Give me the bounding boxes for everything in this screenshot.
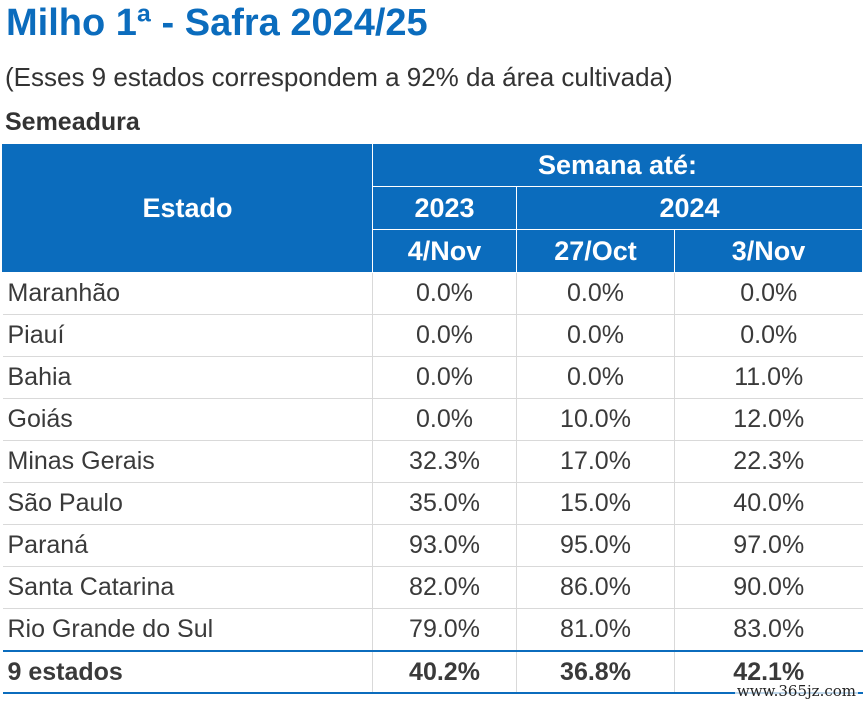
value-cell: 0.0% <box>516 272 675 315</box>
total-value: 40.2% <box>372 650 517 694</box>
table-row: Maranhão 0.0% 0.0% 0.0% <box>2 272 863 315</box>
table-row: São Paulo 35.0% 15.0% 40.0% <box>2 482 863 525</box>
value-cell: 0.0% <box>674 272 863 315</box>
page-title: Milho 1ª - Safra 2024/25 <box>6 2 428 44</box>
table-row: Minas Gerais 32.3% 17.0% 22.3% <box>2 440 863 483</box>
total-value: 36.8% <box>516 650 675 694</box>
estado-cell: São Paulo <box>2 482 373 525</box>
value-cell: 93.0% <box>372 524 517 567</box>
table-row: Goiás 0.0% 10.0% 12.0% <box>2 398 863 441</box>
estado-cell: Santa Catarina <box>2 566 373 609</box>
header-year-2023: 2023 <box>372 186 517 230</box>
value-cell: 0.0% <box>674 314 863 357</box>
table-row: Santa Catarina 82.0% 86.0% 90.0% <box>2 566 863 609</box>
value-cell: 82.0% <box>372 566 517 609</box>
estado-cell: Paraná <box>2 524 373 567</box>
header-week: 3/Nov <box>674 229 863 273</box>
value-cell: 32.3% <box>372 440 517 483</box>
value-cell: 12.0% <box>674 398 863 441</box>
value-cell: 17.0% <box>516 440 675 483</box>
value-cell: 15.0% <box>516 482 675 525</box>
value-cell: 83.0% <box>674 608 863 652</box>
header-week: 27/Oct <box>516 229 675 273</box>
value-cell: 0.0% <box>516 314 675 357</box>
table-row: Bahia 0.0% 0.0% 11.0% <box>2 356 863 399</box>
value-cell: 0.0% <box>372 398 517 441</box>
value-cell: 10.0% <box>516 398 675 441</box>
value-cell: 86.0% <box>516 566 675 609</box>
table-row: Paraná 93.0% 95.0% 97.0% <box>2 524 863 567</box>
total-label: 9 estados <box>2 650 373 694</box>
value-cell: 22.3% <box>674 440 863 483</box>
value-cell: 90.0% <box>674 566 863 609</box>
header-semana: Semana até: <box>372 143 863 187</box>
page-subtitle: (Esses 9 estados correspondem a 92% da á… <box>5 62 673 92</box>
estado-cell: Piauí <box>2 314 373 357</box>
section-heading: Semeadura <box>5 108 140 136</box>
value-cell: 97.0% <box>674 524 863 567</box>
value-cell: 40.0% <box>674 482 863 525</box>
total-row: 9 estados 40.2% 36.8% 42.1% <box>2 650 863 694</box>
estado-cell: Bahia <box>2 356 373 399</box>
value-cell: 35.0% <box>372 482 517 525</box>
value-cell: 95.0% <box>516 524 675 567</box>
value-cell: 81.0% <box>516 608 675 652</box>
table-row: Rio Grande do Sul 79.0% 81.0% 83.0% <box>2 608 863 652</box>
watermark: www.365jz.com <box>734 682 858 700</box>
value-cell: 0.0% <box>372 272 517 315</box>
value-cell: 11.0% <box>674 356 863 399</box>
value-cell: 79.0% <box>372 608 517 652</box>
value-cell: 0.0% <box>516 356 675 399</box>
header-estado: Estado <box>2 143 373 273</box>
estado-cell: Rio Grande do Sul <box>2 608 373 652</box>
header-year-2024: 2024 <box>516 186 863 230</box>
value-cell: 0.0% <box>372 314 517 357</box>
value-cell: 0.0% <box>372 356 517 399</box>
estado-cell: Minas Gerais <box>2 440 373 483</box>
table-row: Piauí 0.0% 0.0% 0.0% <box>2 314 863 357</box>
header-week: 4/Nov <box>372 229 517 273</box>
semeadura-table: Estado Semana até: 2023 2024 4/Nov 27/Oc… <box>2 143 863 694</box>
estado-cell: Goiás <box>2 398 373 441</box>
estado-cell: Maranhão <box>2 272 373 315</box>
